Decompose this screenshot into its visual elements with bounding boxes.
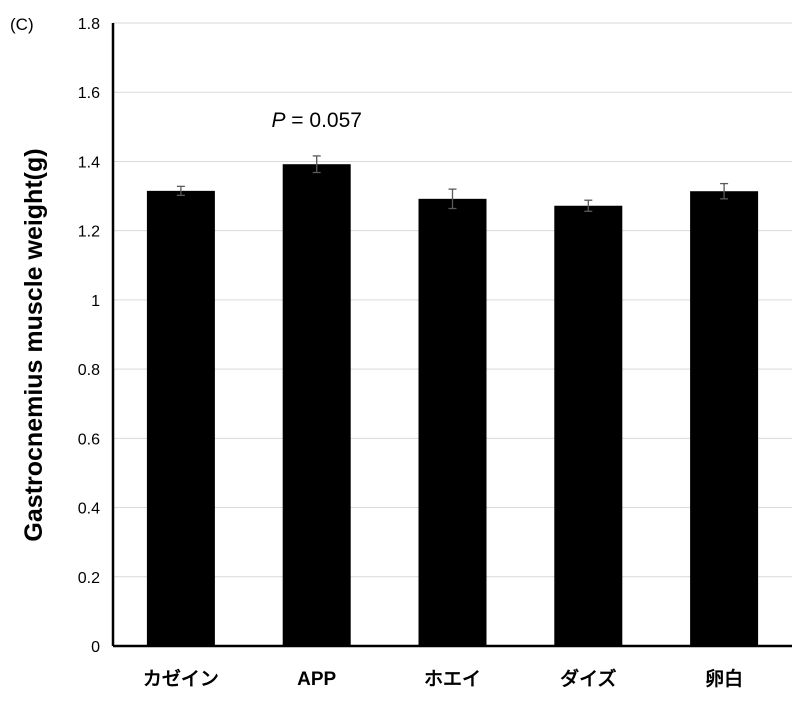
- x-category-label: APP: [297, 669, 336, 690]
- x-category-label: 卵白: [705, 667, 743, 690]
- y-tick-label: 0.6: [78, 431, 100, 448]
- error-bar: [312, 155, 321, 174]
- bar: [418, 198, 487, 646]
- x-category-labels: カゼイン APP ホエイ ダイズ 卵白: [143, 667, 743, 690]
- panel-label: (C): [10, 15, 34, 34]
- x-category-label: ダイズ: [560, 667, 616, 690]
- error-bar: [176, 185, 185, 197]
- y-axis-label: Gastrocnemius muscle weight(g): [20, 148, 48, 541]
- x-category-label: カゼイン: [143, 667, 219, 690]
- bar: [146, 190, 215, 646]
- y-tick-label: 0.8: [78, 362, 100, 379]
- error-bar: [720, 182, 729, 200]
- y-tick-label: 0: [91, 639, 100, 656]
- axes: [111, 23, 792, 648]
- bars: [146, 164, 759, 647]
- bar: [282, 164, 351, 647]
- bar: [690, 191, 759, 646]
- y-tick-label: 1.4: [78, 154, 100, 171]
- y-tick-label: 0.4: [78, 501, 100, 518]
- y-tick-label: 0.2: [78, 570, 100, 587]
- error-bars: [176, 155, 729, 212]
- bar: [554, 205, 623, 646]
- error-bar: [448, 188, 457, 210]
- annotations: P = 0.057: [271, 109, 362, 132]
- y-tick-label: 1.8: [78, 16, 100, 33]
- x-category-label: ホエイ: [424, 669, 481, 690]
- y-tick-label: 1: [91, 293, 100, 310]
- error-bar: [584, 199, 593, 212]
- y-tick-label: 1.6: [78, 85, 100, 102]
- y-tick-labels: 0 0.2 0.4 0.6 0.8 1 1.2 1.4 1.6 1.8: [78, 16, 100, 656]
- p-value-annotation: P = 0.057: [271, 109, 362, 132]
- y-tick-label: 1.2: [78, 224, 100, 241]
